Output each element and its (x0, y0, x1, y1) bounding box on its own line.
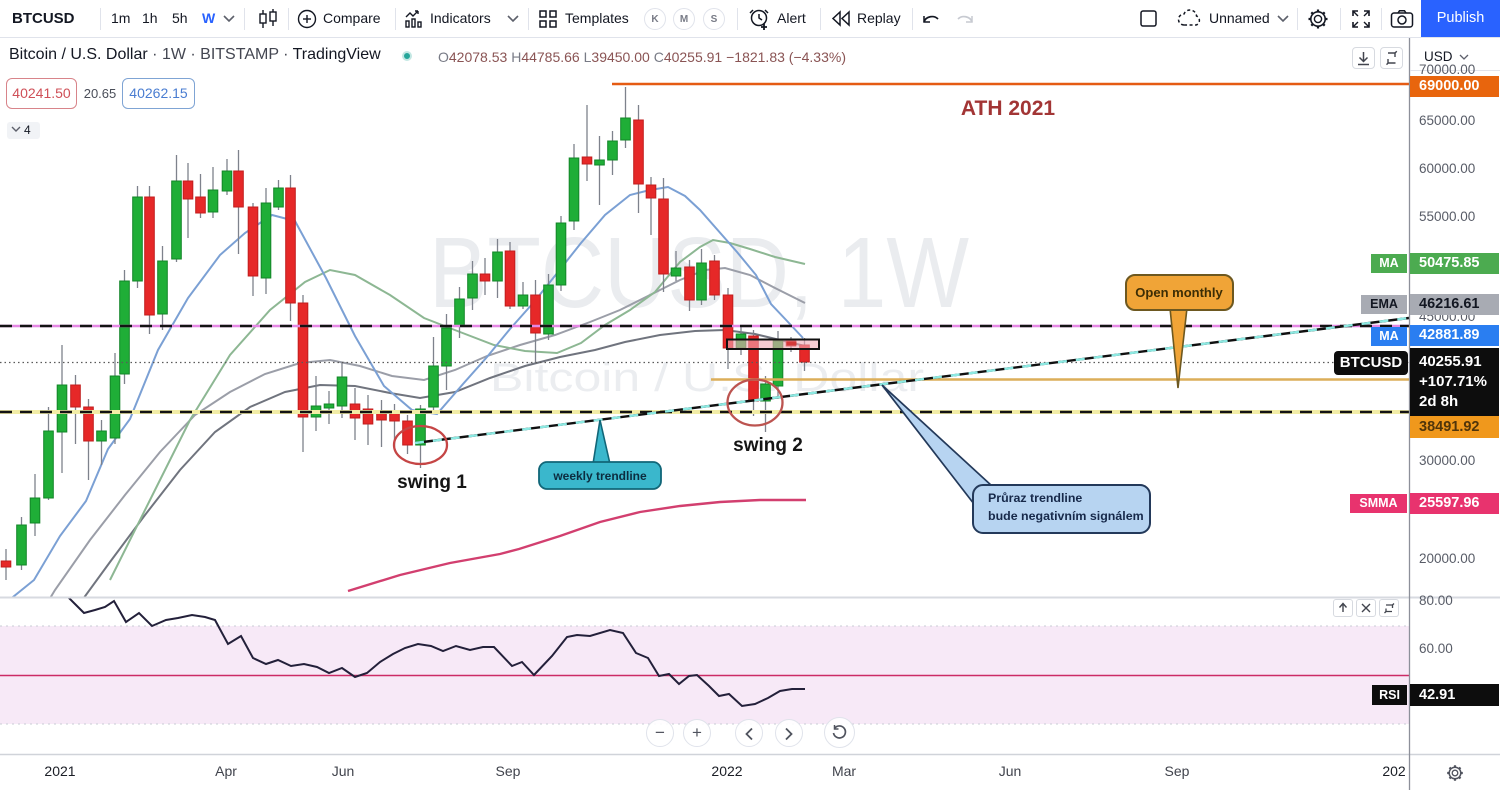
svg-text:ATH 2021: ATH 2021 (961, 97, 1055, 120)
svg-text:swing 1: swing 1 (397, 472, 467, 493)
svg-text:Bitcoin / U.S. Dollar: Bitcoin / U.S. Dollar (490, 356, 924, 400)
svg-text:bude negativním signálem: bude negativním signálem (988, 509, 1144, 523)
svg-text:swing 2: swing 2 (733, 435, 803, 456)
svg-text:Průraz trendline: Průraz trendline (988, 491, 1082, 505)
svg-text:Open monthly: Open monthly (1135, 285, 1223, 300)
svg-text:weekly trendline: weekly trendline (552, 469, 647, 483)
